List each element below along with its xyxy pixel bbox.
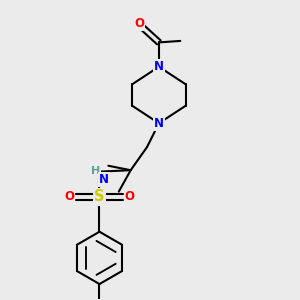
Text: N: N	[154, 60, 164, 73]
Text: N: N	[154, 117, 164, 130]
Text: O: O	[134, 17, 144, 31]
Text: N: N	[99, 172, 109, 186]
Text: O: O	[125, 190, 135, 203]
Text: H: H	[91, 166, 100, 176]
Text: S: S	[94, 190, 105, 205]
Text: O: O	[64, 190, 74, 203]
